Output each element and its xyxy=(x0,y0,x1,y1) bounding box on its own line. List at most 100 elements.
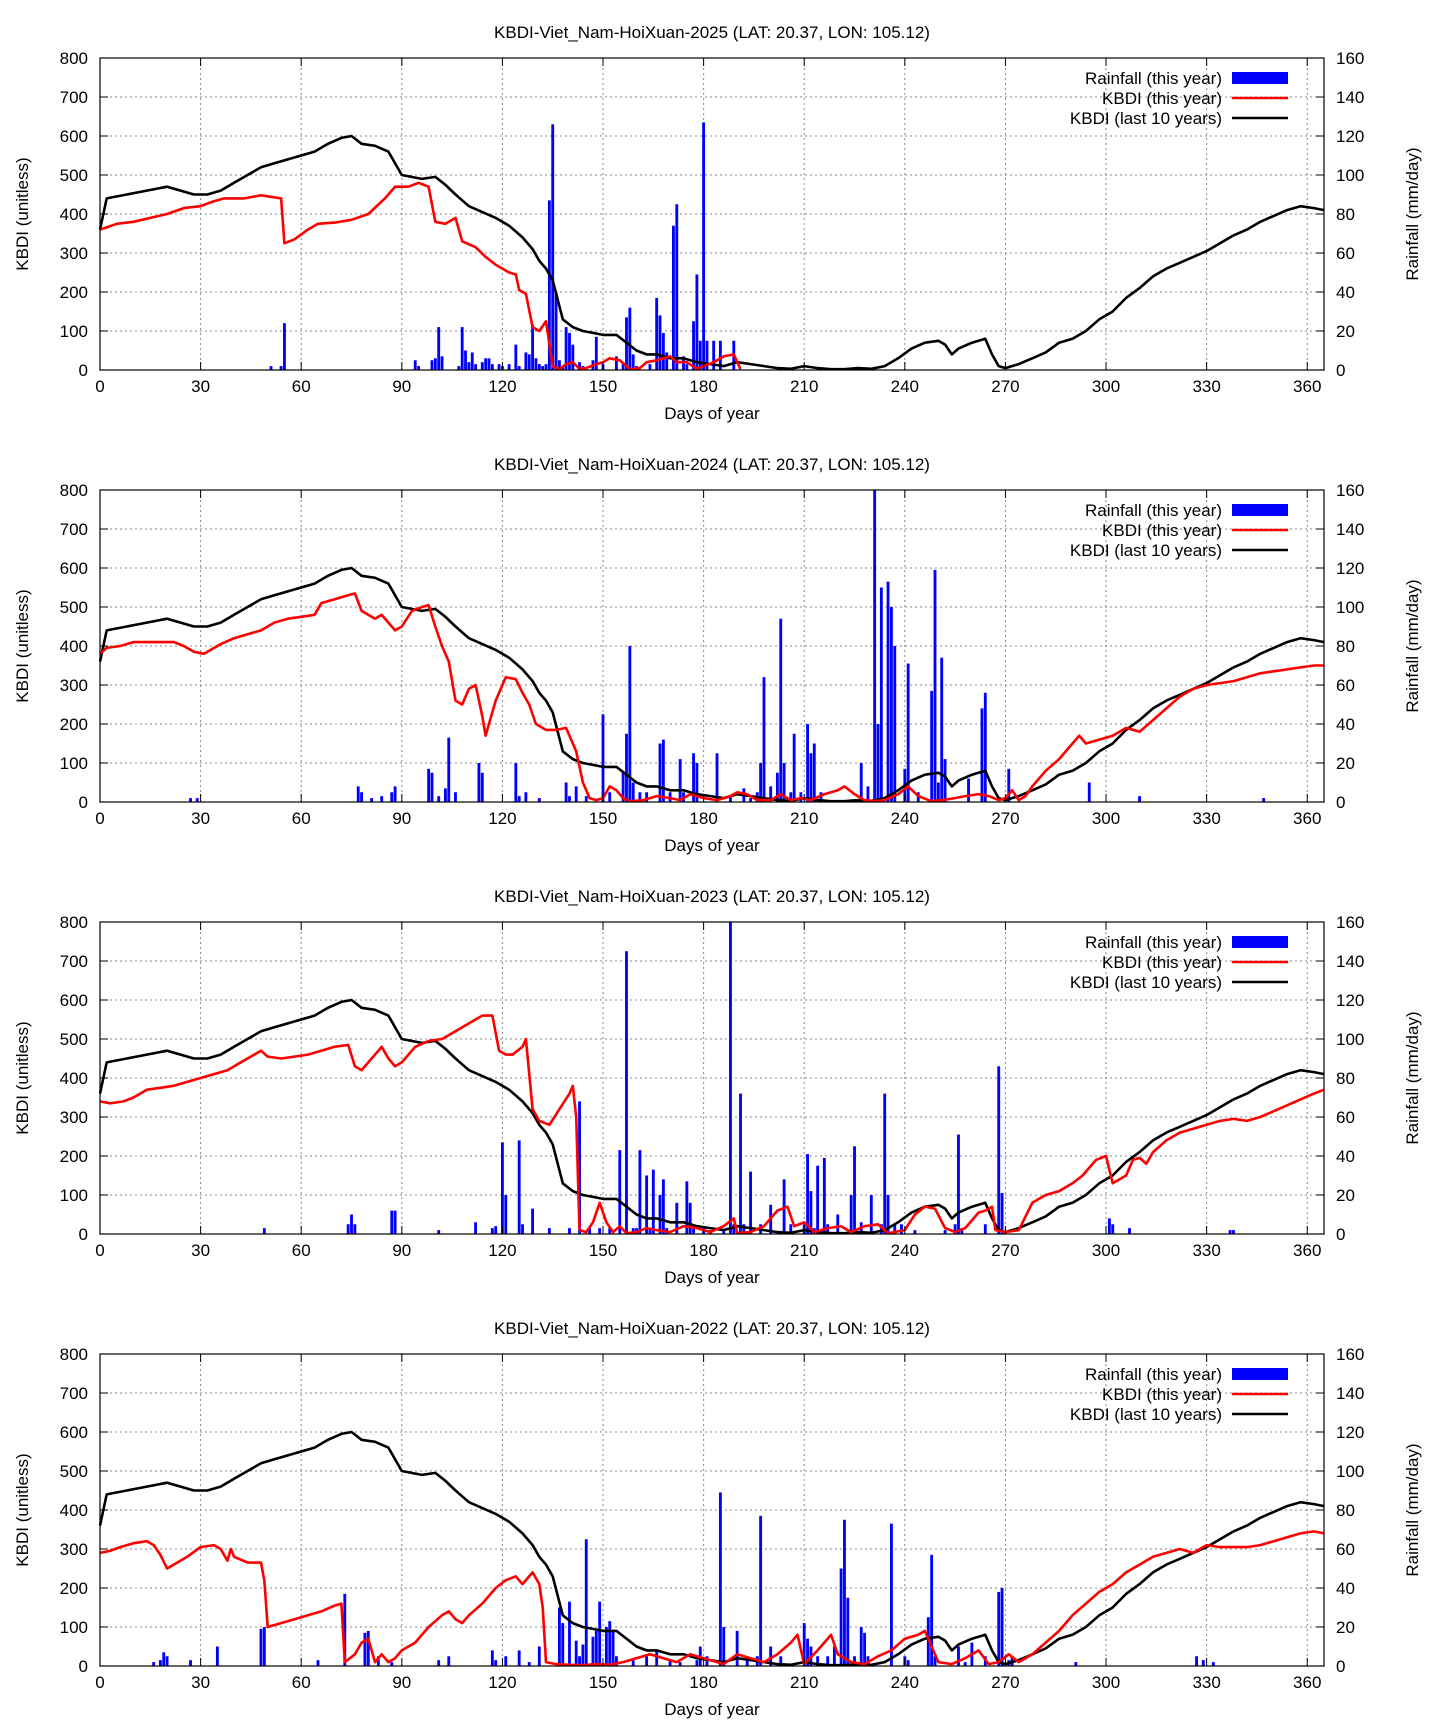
rainfall-bar xyxy=(906,1660,910,1666)
x-tick-label: 240 xyxy=(891,1673,919,1692)
grid xyxy=(100,490,1324,802)
rainfall-bar xyxy=(1000,1193,1004,1234)
rainfall-bar xyxy=(913,1230,917,1234)
legend-kbdi-this-year-label: KBDI (this year) xyxy=(1102,521,1222,540)
y-tick-label: 200 xyxy=(60,1579,88,1598)
rainfall-bar xyxy=(618,1150,622,1234)
rainfall-bar xyxy=(893,1224,897,1234)
rainfall-bar xyxy=(1087,782,1091,802)
rainfall-bar xyxy=(876,724,880,802)
rainfall-bar xyxy=(789,1224,793,1234)
rainfall-bar xyxy=(705,340,709,370)
rainfall-bar xyxy=(819,792,823,802)
rainfall-bar xyxy=(474,1222,478,1234)
x-tick-label: 90 xyxy=(392,1241,411,1260)
rainfall-bar xyxy=(695,763,699,802)
y-tick-label: 700 xyxy=(60,520,88,539)
x-tick-label: 270 xyxy=(991,809,1019,828)
rainfall-bar xyxy=(762,677,766,802)
x-tick-label: 270 xyxy=(991,1241,1019,1260)
kbdi-this-year-line xyxy=(99,592,1324,803)
rainfall-bar xyxy=(836,1214,840,1234)
rainfall-bar xyxy=(749,1171,752,1234)
y-axis-left: 0 100 200 300 400 500 600 700 800 xyxy=(60,49,108,380)
y2-tick-label: 40 xyxy=(1336,1579,1355,1598)
rainfall-bar xyxy=(521,1224,524,1234)
rainfall-bar xyxy=(742,1224,746,1234)
kbdi-chart: KBDI-Viet_Nam-HoiXuan-2022 (LAT: 20.37, … xyxy=(13,1319,1422,1719)
legend-rainfall-this-year-label: Rainfall (this year) xyxy=(1085,69,1222,88)
rainfall-bar xyxy=(621,364,625,370)
rainfall-bar xyxy=(943,759,947,802)
y-tick-label: 600 xyxy=(60,559,88,578)
rainfall-bar xyxy=(366,1630,370,1666)
chart-title: KBDI-Viet_Nam-HoiXuan-2023 (LAT: 20.37, … xyxy=(494,887,930,906)
y-tick-label: 0 xyxy=(79,793,88,812)
y-tick-label: 200 xyxy=(60,283,88,302)
x-tick-label: 240 xyxy=(891,1241,919,1260)
rainfall-bar xyxy=(983,1224,987,1234)
rainfall-bar xyxy=(695,1660,699,1666)
rainfall-bar xyxy=(531,325,535,370)
chart-panel: KBDI-Viet_Nam-HoiXuan-2022 (LAT: 20.37, … xyxy=(0,1296,1440,1728)
rainfall-bar xyxy=(658,743,662,802)
rainfall-bar xyxy=(350,1214,353,1234)
x-tick-label: 150 xyxy=(589,809,617,828)
rainfall-bar xyxy=(675,204,679,370)
x-tick-label: 300 xyxy=(1092,1673,1120,1692)
rainfall-bar xyxy=(665,352,669,370)
y2-tick-label: 100 xyxy=(1336,1462,1364,1481)
rainfall-bar xyxy=(494,1226,498,1234)
rainfall-bar xyxy=(527,354,531,370)
legend: Rainfall (this year)KBDI (this year)KBDI… xyxy=(1070,69,1288,128)
y2-tick-label: 20 xyxy=(1336,322,1355,341)
kbdi-last-10-years-line xyxy=(98,566,1325,803)
y-tick-label: 500 xyxy=(60,166,88,185)
x-tick-label: 300 xyxy=(1092,1241,1120,1260)
rainfall-series xyxy=(189,490,1266,802)
y2-tick-label: 60 xyxy=(1336,1540,1355,1559)
y-tick-label: 300 xyxy=(60,1108,88,1127)
y-tick-label: 700 xyxy=(60,952,88,971)
rainfall-bar xyxy=(467,362,471,370)
y-tick-label: 0 xyxy=(79,1657,88,1676)
rainfall-bar xyxy=(849,1195,853,1234)
rainfall-bar xyxy=(983,692,987,802)
rainfall-bar xyxy=(645,1175,649,1234)
rainfall-bar xyxy=(615,356,618,370)
rainfall-bar xyxy=(262,1627,266,1666)
rainfall-bar xyxy=(809,753,813,802)
y2-tick-label: 40 xyxy=(1336,715,1355,734)
rainfall-bar xyxy=(722,1627,726,1666)
rainfall-bar xyxy=(390,1662,394,1666)
rainfall-bar xyxy=(417,366,421,370)
rainfall-bar xyxy=(668,1660,672,1666)
rainfall-bar xyxy=(645,792,649,802)
rainfall-bar xyxy=(625,951,628,1234)
y-axis-label: KBDI (unitless) xyxy=(13,157,32,270)
rainfall-bar xyxy=(1074,1662,1078,1666)
rainfall-bar xyxy=(588,1228,592,1234)
y-tick-label: 800 xyxy=(60,1345,88,1364)
x-tick-label: 300 xyxy=(1092,377,1120,396)
rainfall-bar xyxy=(591,1636,595,1666)
y2-tick-label: 140 xyxy=(1336,88,1364,107)
rainfall-bar xyxy=(1007,768,1011,802)
rainfall-bar xyxy=(514,763,518,802)
rainfall-bar xyxy=(648,364,652,370)
rainfall-bar xyxy=(537,1646,541,1666)
x-tick-label: 360 xyxy=(1293,1241,1321,1260)
rainfall-bar xyxy=(497,364,501,370)
y-tick-label: 500 xyxy=(60,1462,88,1481)
y-axis-label: KBDI (unitless) xyxy=(13,1453,32,1566)
x-tick-label: 0 xyxy=(95,1241,104,1260)
x-tick-label: 30 xyxy=(191,377,210,396)
rainfall-bar xyxy=(658,315,662,370)
rainfall-bar xyxy=(544,364,548,370)
rainfall-bar xyxy=(960,1228,964,1234)
rainfall-bar xyxy=(343,1593,347,1666)
x-axis: 0 30 60 90 120 150 180 210 240 270 300 330 360 xyxy=(95,490,1321,828)
rainfall-bar xyxy=(722,1230,726,1234)
rainfall-bar xyxy=(564,327,568,370)
rainfall-bar xyxy=(843,1519,846,1666)
